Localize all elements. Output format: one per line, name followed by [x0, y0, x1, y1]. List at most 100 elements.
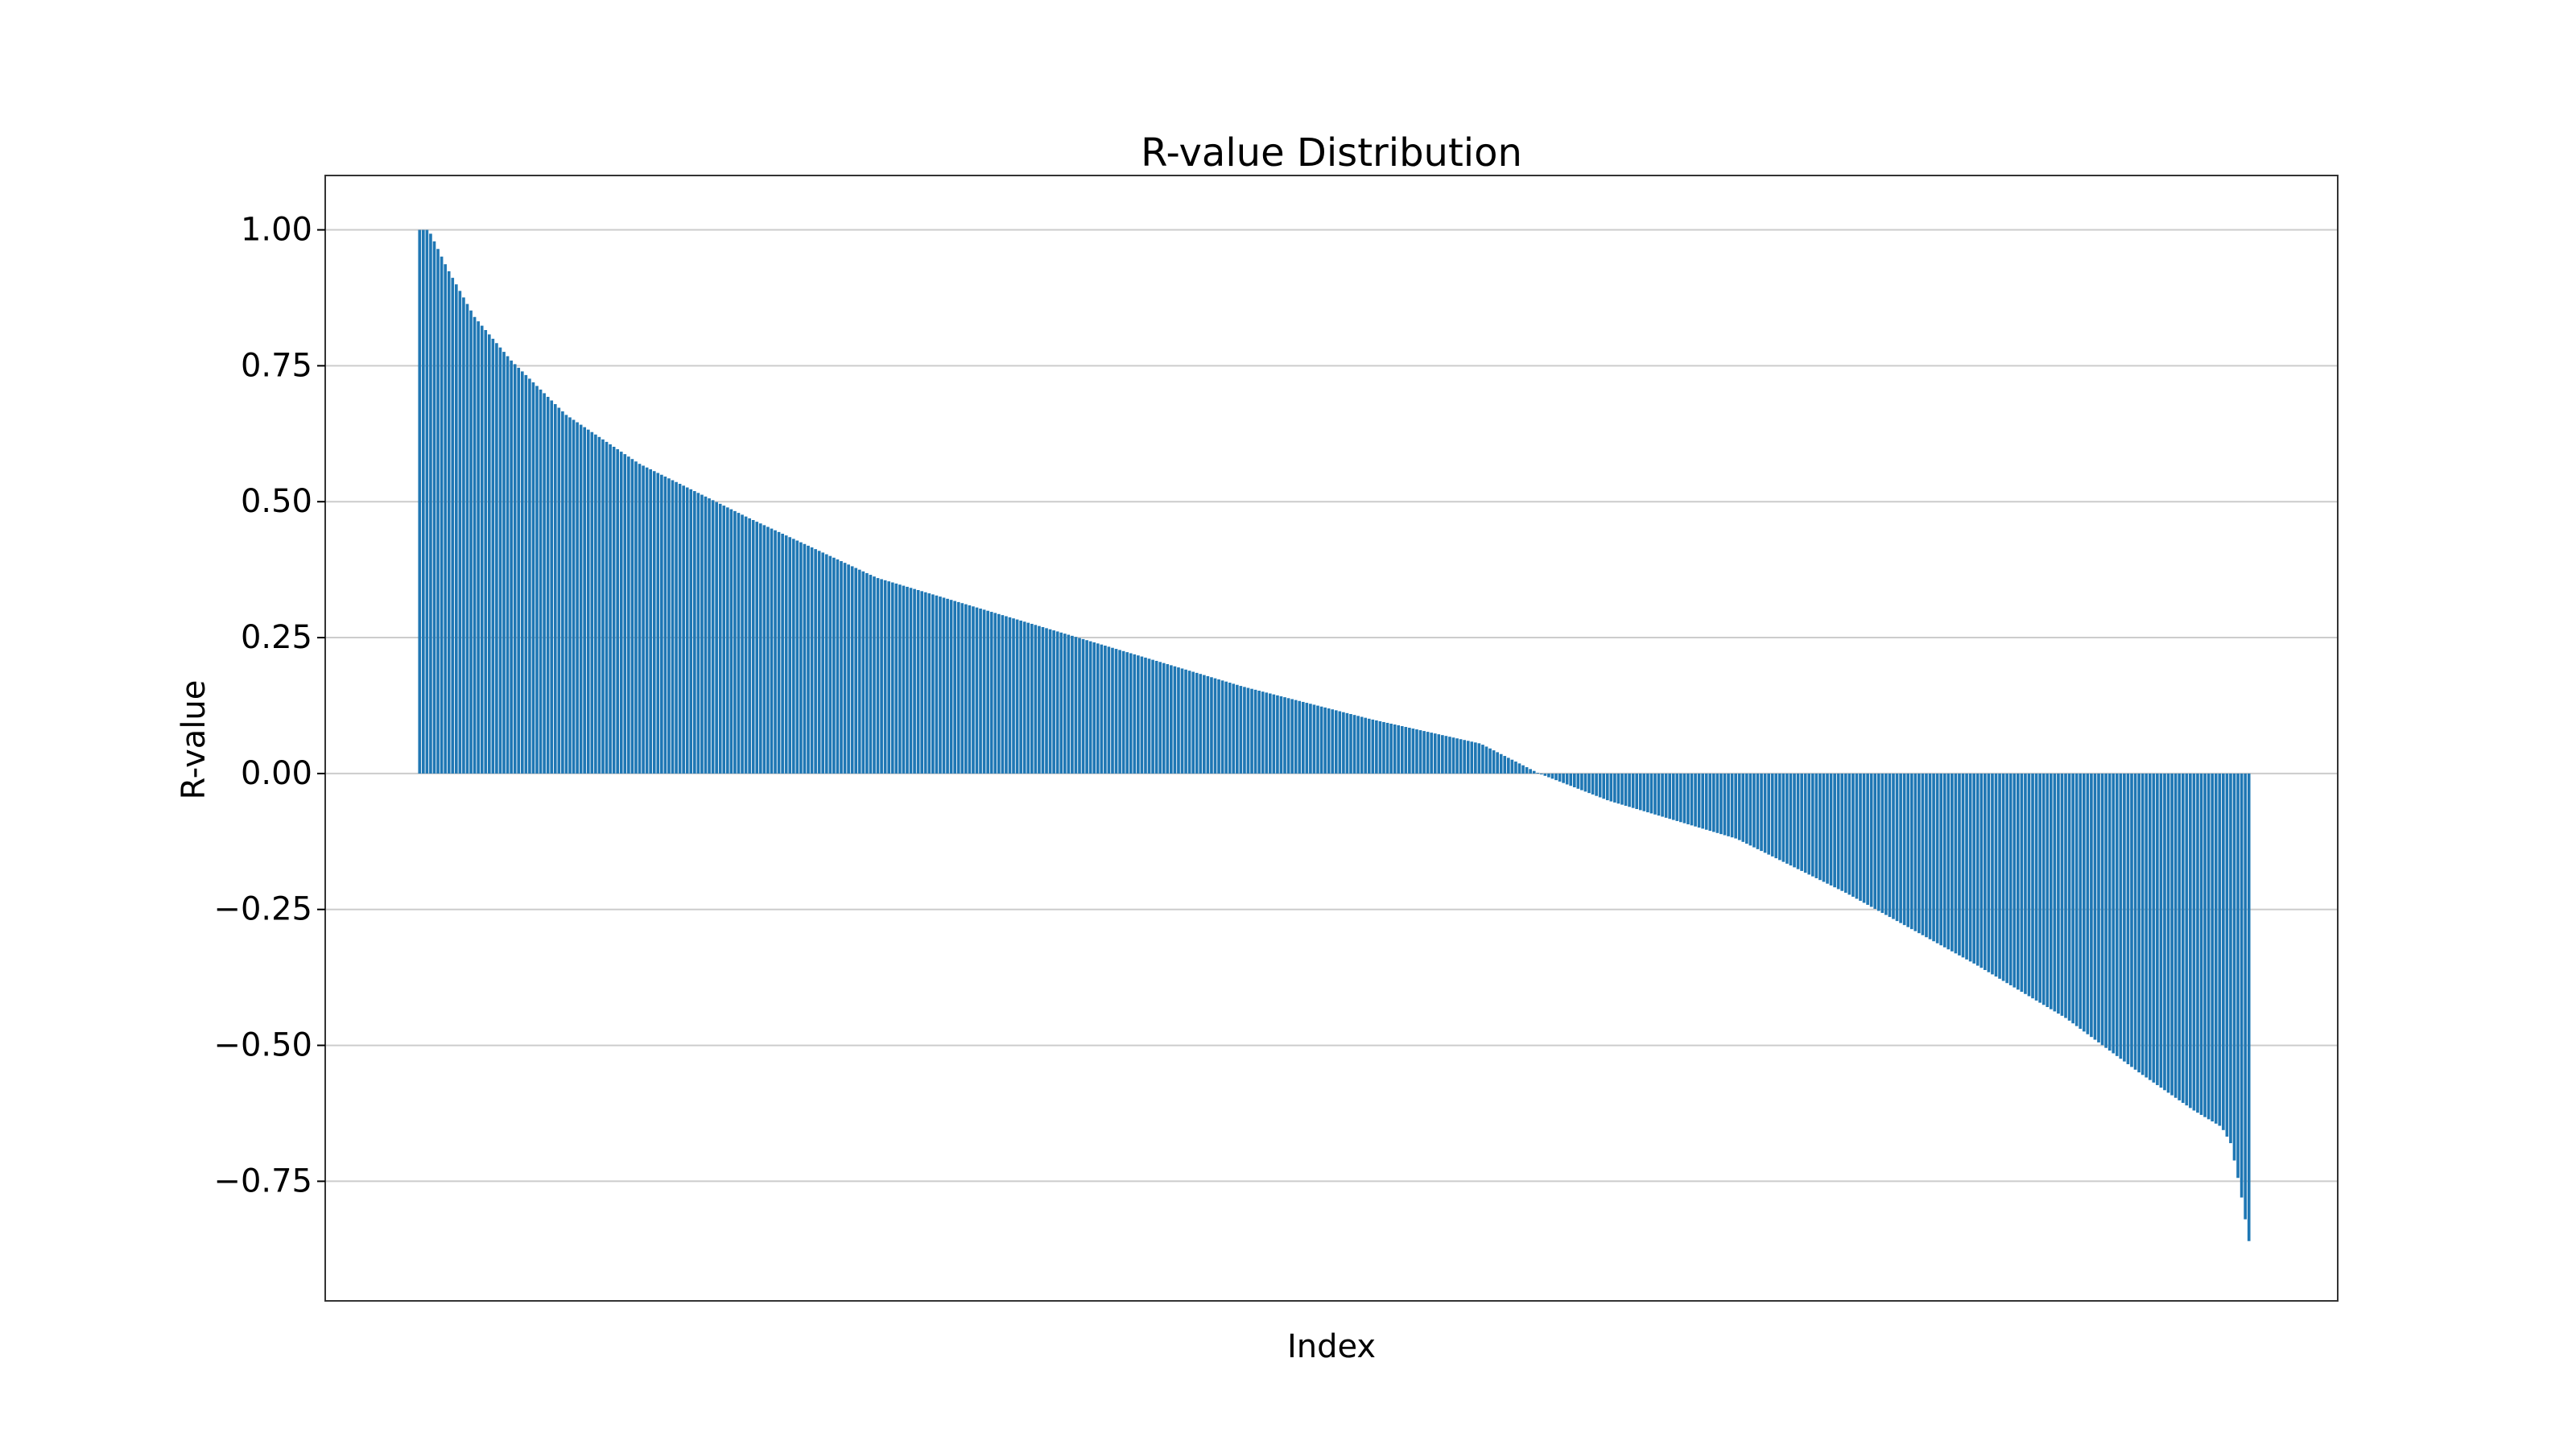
bar	[510, 360, 513, 774]
bar	[850, 566, 854, 774]
bar	[814, 549, 817, 774]
bar	[1400, 726, 1404, 774]
bar	[2074, 773, 2079, 1026]
bar	[2100, 773, 2104, 1046]
bar	[1272, 694, 1276, 774]
bar	[477, 321, 480, 774]
bar	[1041, 627, 1045, 774]
bar	[975, 607, 979, 774]
bar	[539, 389, 543, 774]
bar	[458, 291, 462, 774]
bar	[755, 522, 759, 774]
bar	[1422, 731, 1426, 774]
bar	[517, 367, 521, 774]
bar	[744, 516, 748, 774]
bar	[671, 480, 675, 774]
bar	[1055, 631, 1059, 774]
bar	[1796, 773, 1800, 869]
bar	[1137, 655, 1140, 774]
bar	[1785, 773, 1789, 864]
bar	[1170, 665, 1173, 774]
bar	[1173, 666, 1177, 774]
bar	[689, 489, 693, 774]
bar	[1213, 678, 1217, 774]
bar	[480, 325, 484, 774]
chart-title: R-value Distribution	[1141, 130, 1522, 175]
bar	[986, 610, 989, 774]
bar	[1800, 773, 1803, 871]
y-tick-label: −0.25	[213, 891, 312, 928]
plot-frame	[324, 175, 2339, 1302]
bar	[906, 586, 909, 774]
bar	[1470, 741, 1474, 774]
bar	[1243, 687, 1246, 774]
bar	[1605, 773, 1609, 801]
bar	[1107, 646, 1111, 774]
bar	[1034, 625, 1038, 774]
bar	[561, 411, 564, 774]
bar	[708, 498, 711, 774]
bar	[1694, 773, 1697, 827]
bar	[1885, 773, 1888, 915]
bar	[1653, 773, 1657, 815]
bar	[2137, 773, 2140, 1073]
bar	[748, 518, 751, 774]
bar	[1276, 695, 1279, 774]
bar	[1477, 743, 1481, 774]
bar	[1873, 773, 1877, 910]
bar	[1521, 765, 1525, 774]
bar	[898, 584, 902, 774]
bar	[2034, 773, 2038, 1001]
bar	[741, 514, 744, 774]
bar	[1466, 741, 1470, 774]
bar	[440, 256, 444, 774]
bar	[1686, 773, 1690, 824]
bar	[2123, 773, 2126, 1062]
bar	[594, 434, 597, 774]
bar	[1404, 727, 1408, 774]
bar	[564, 415, 568, 774]
bar	[1748, 773, 1752, 846]
bar	[1375, 720, 1378, 774]
bar	[1008, 617, 1012, 774]
bar	[953, 601, 956, 774]
bar	[1745, 773, 1748, 844]
bar	[1704, 773, 1708, 830]
bar	[1114, 649, 1118, 774]
bar	[1946, 773, 1951, 950]
bar	[781, 534, 784, 774]
bar	[861, 571, 865, 774]
bar	[832, 557, 836, 774]
bar	[1547, 773, 1550, 778]
bar	[1624, 773, 1628, 806]
bar	[960, 603, 964, 774]
bar	[1760, 773, 1763, 852]
bar	[2130, 773, 2133, 1067]
bar	[425, 229, 429, 774]
bars	[418, 229, 2251, 1241]
bar	[1022, 621, 1026, 774]
bar	[2090, 773, 2093, 1038]
bar	[1408, 728, 1411, 774]
bar	[1697, 773, 1701, 828]
bar	[1701, 773, 1704, 829]
bar	[1309, 704, 1312, 774]
bar	[1195, 672, 1199, 774]
bar	[1829, 773, 1833, 886]
bar	[854, 568, 858, 774]
y-axis-label: R-value	[175, 680, 213, 800]
bar	[1855, 773, 1859, 899]
bar	[2166, 773, 2170, 1093]
bar	[1836, 773, 1840, 890]
bar	[2133, 773, 2137, 1070]
bar	[524, 374, 528, 774]
bar	[1679, 773, 1682, 823]
bar	[1426, 732, 1430, 774]
bar	[1506, 758, 1510, 774]
bar	[1360, 716, 1364, 774]
bar	[1012, 618, 1015, 774]
bar	[2214, 773, 2218, 1124]
bar	[1441, 735, 1444, 774]
bar	[2071, 773, 2074, 1024]
bar	[1312, 704, 1316, 774]
